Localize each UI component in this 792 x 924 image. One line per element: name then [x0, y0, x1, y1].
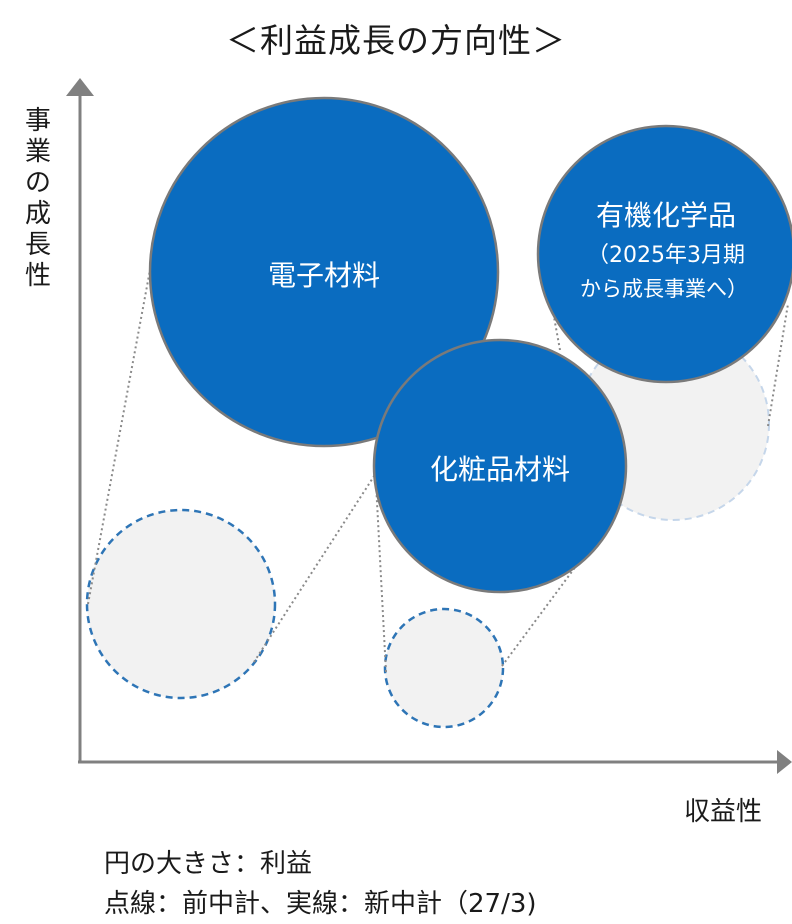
connector-yuki-right: [767, 303, 789, 427]
keshohin-circle: [372, 338, 628, 594]
denshi-circle: [148, 96, 500, 448]
y-axis-arrow: [66, 78, 94, 96]
yuki-circle: [536, 124, 792, 384]
yuki-label-line2: （2025年3月期: [587, 243, 745, 268]
yuki-label-line1: 有機化学品: [596, 199, 736, 232]
x-axis-label: 収益性: [684, 797, 763, 827]
x-axis-arrow: [777, 750, 792, 774]
connector-keshohin-left: [375, 482, 387, 673]
line-legend-note: 点線：前中計、実線：新中計（27/3): [104, 889, 537, 919]
size-legend-note: 円の大きさ：利益: [104, 849, 313, 879]
previous-keshohin-circle: [383, 607, 505, 729]
connector-denshi-right: [253, 469, 379, 663]
y-axis-label: 事業の成長性: [24, 106, 51, 291]
previous-denshi-circle: [85, 508, 277, 700]
keshohin-label: 化粧品材料: [430, 453, 570, 486]
denshi-label: 電子材料: [268, 259, 380, 292]
connector-denshi-left: [87, 269, 151, 605]
diagram-title: ＜利益成長の方向性＞: [226, 21, 566, 60]
yuki-label-line3: から成長事業へ）: [580, 277, 748, 301]
